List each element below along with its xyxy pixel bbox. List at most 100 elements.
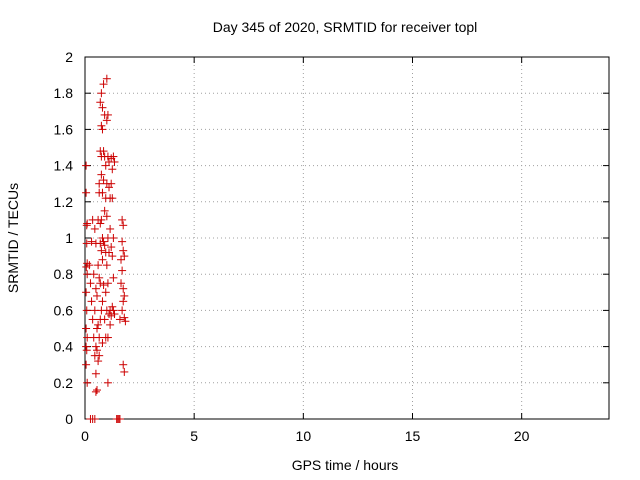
data-point xyxy=(82,288,91,297)
data-point xyxy=(117,279,126,288)
x-axis-label: GPS time / hours xyxy=(292,457,399,473)
data-point xyxy=(100,241,109,250)
data-point xyxy=(96,219,105,228)
data-point xyxy=(91,369,100,378)
data-point xyxy=(108,252,117,261)
data-point xyxy=(99,147,108,156)
data-point xyxy=(97,246,106,255)
data-point xyxy=(99,80,108,89)
data-point xyxy=(106,320,115,329)
chart-title: Day 345 of 2020, SRMTID for receiver top… xyxy=(213,19,478,35)
data-point xyxy=(102,116,111,125)
data-point xyxy=(82,324,91,333)
data-point xyxy=(91,387,100,396)
data-point xyxy=(120,252,129,261)
data-point xyxy=(119,297,128,306)
x-tick-label: 0 xyxy=(81,428,89,444)
data-point xyxy=(101,288,110,297)
data-point xyxy=(102,74,111,83)
data-point xyxy=(103,279,112,288)
data-point xyxy=(95,273,104,282)
data-point xyxy=(99,176,108,185)
data-point xyxy=(105,248,114,257)
data-point xyxy=(93,386,102,395)
data-point xyxy=(96,239,105,248)
data-point xyxy=(98,338,107,347)
data-point xyxy=(95,351,104,360)
data-point xyxy=(118,306,127,315)
data-point xyxy=(97,170,106,179)
data-point xyxy=(106,224,115,233)
data-point xyxy=(94,320,103,329)
data-point xyxy=(103,110,112,119)
data-point xyxy=(119,221,128,230)
data-point xyxy=(108,194,117,203)
data-point xyxy=(87,237,96,246)
data-point xyxy=(105,183,114,192)
y-tick-label: 0.6 xyxy=(54,302,74,318)
data-point xyxy=(88,315,97,324)
x-tick-label: 5 xyxy=(190,428,198,444)
data-point xyxy=(109,152,118,161)
data-point xyxy=(100,315,109,324)
y-tick-label: 0.2 xyxy=(54,375,74,391)
data-point xyxy=(93,324,102,333)
data-point xyxy=(120,367,129,376)
data-point xyxy=(98,103,107,112)
data-point xyxy=(82,161,91,170)
data-point xyxy=(119,360,128,369)
y-tick-label: 1.2 xyxy=(54,194,74,210)
data-point xyxy=(115,315,124,324)
data-point xyxy=(98,125,107,134)
data-point xyxy=(107,179,116,188)
data-point xyxy=(86,279,95,288)
axis-ticks: 00.20.40.60.811.21.41.61.820 5 10 15 20 xyxy=(54,49,609,444)
x-tick-label: 10 xyxy=(296,428,312,444)
data-point xyxy=(93,346,102,355)
data-point xyxy=(82,239,91,248)
y-tick-label: 0 xyxy=(65,411,73,427)
data-point xyxy=(91,342,100,351)
data-point xyxy=(82,360,91,369)
data-point xyxy=(107,311,116,320)
data-point xyxy=(99,281,108,290)
data-point xyxy=(82,346,91,355)
data-point xyxy=(118,266,127,275)
data-point xyxy=(82,306,91,315)
data-point xyxy=(118,237,127,246)
data-points xyxy=(82,74,130,423)
data-point xyxy=(93,291,102,300)
data-point xyxy=(97,215,106,224)
data-point xyxy=(98,255,107,264)
data-point xyxy=(109,273,118,282)
data-point xyxy=(96,98,105,107)
data-point xyxy=(110,310,119,319)
data-point xyxy=(103,378,112,387)
data-point xyxy=(98,297,107,306)
data-point xyxy=(87,297,96,306)
plot-frame xyxy=(84,56,610,420)
data-point xyxy=(89,270,98,279)
data-point xyxy=(90,224,99,233)
data-point xyxy=(101,161,110,170)
data-point xyxy=(97,89,106,98)
data-point xyxy=(120,291,129,300)
data-point xyxy=(121,317,130,326)
y-tick-label: 0.4 xyxy=(54,339,74,355)
data-point xyxy=(102,261,111,270)
x-tick-label: 15 xyxy=(405,428,421,444)
x-tick-label: 20 xyxy=(514,428,530,444)
data-point xyxy=(107,243,116,252)
grid xyxy=(85,57,609,419)
data-point xyxy=(85,261,94,270)
data-point xyxy=(109,306,118,315)
y-tick-label: 0.8 xyxy=(54,266,74,282)
data-point xyxy=(115,415,124,423)
data-point xyxy=(97,121,106,130)
data-point xyxy=(99,237,108,246)
data-point xyxy=(95,179,104,188)
data-point xyxy=(119,284,128,293)
data-point xyxy=(82,342,91,351)
y-tick-label: 2 xyxy=(65,49,73,65)
